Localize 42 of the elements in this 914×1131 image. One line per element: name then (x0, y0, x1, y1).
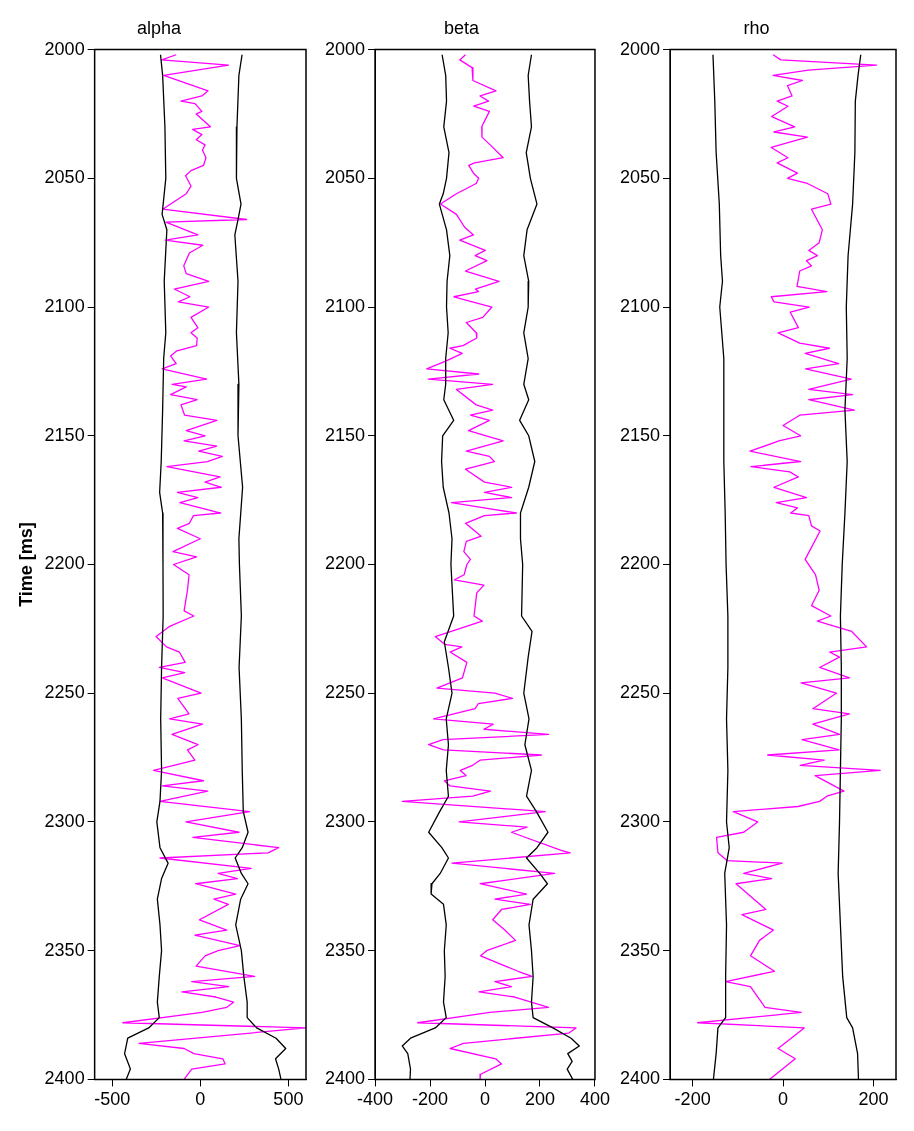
y-tick-label: 2000 (620, 38, 661, 59)
x-tick-label: 0 (195, 1089, 206, 1110)
y-tick-label: 2200 (44, 553, 85, 574)
x-tick-label: 0 (778, 1089, 789, 1110)
y-tick-label: 2050 (44, 167, 85, 188)
y-tick-label: 2150 (620, 424, 661, 445)
y-tick-label: 2400 (620, 1068, 661, 1089)
x-tick-label: 500 (273, 1089, 304, 1110)
y-tick-label: 2200 (620, 553, 661, 574)
chart-title: beta (443, 17, 480, 38)
y-tick-label: 2150 (44, 424, 85, 445)
y-tick-label: 2100 (44, 296, 85, 317)
y-tick-label: 2400 (44, 1068, 85, 1089)
chart-title: alpha (136, 17, 183, 38)
x-tick-label: -200 (674, 1089, 711, 1110)
y-tick-label: 2000 (44, 38, 85, 59)
y-tick-label: 2200 (325, 553, 366, 574)
y-tick-label: 2300 (325, 810, 366, 831)
y-axis-title: Time [ms] (15, 522, 36, 607)
x-tick-label: 400 (579, 1089, 611, 1110)
y-tick-label: 2250 (325, 682, 366, 703)
x-tick-label: 0 (480, 1089, 491, 1110)
y-tick-label: 2100 (325, 296, 366, 317)
y-tick-label: 2050 (325, 167, 366, 188)
y-tick-label: 2400 (325, 1068, 366, 1089)
y-tick-label: 2000 (325, 38, 366, 59)
x-tick-label: 200 (524, 1089, 556, 1110)
y-tick-label: 2050 (620, 167, 661, 188)
chart-title: rho (743, 17, 770, 38)
y-tick-label: 2100 (620, 296, 661, 317)
y-tick-label: 2350 (44, 939, 85, 960)
y-tick-label: 2350 (325, 939, 366, 960)
x-tick-label: -400 (357, 1089, 394, 1110)
y-tick-label: 2250 (44, 682, 85, 703)
y-tick-label: 2350 (620, 939, 661, 960)
y-tick-label: 2300 (620, 810, 661, 831)
x-tick-label: 200 (858, 1089, 889, 1110)
x-tick-label: -500 (94, 1089, 131, 1110)
y-tick-label: 2150 (325, 424, 366, 445)
y-tick-label: 2300 (44, 810, 85, 831)
x-tick-label: -200 (412, 1089, 449, 1110)
y-tick-label: 2250 (620, 682, 661, 703)
